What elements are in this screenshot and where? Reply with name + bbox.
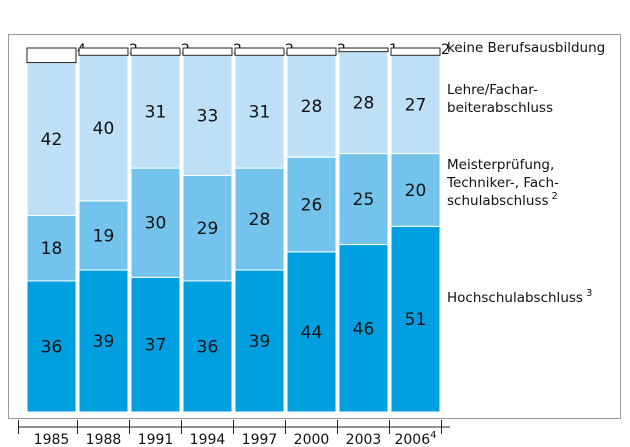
bar-segment xyxy=(338,51,389,155)
value-label: 26 xyxy=(301,196,323,216)
value-label: 31 xyxy=(249,103,271,123)
x-tick-text: 2003 xyxy=(346,432,382,447)
value-label: 31 xyxy=(145,103,167,123)
x-tick-label: 1997 xyxy=(242,432,278,447)
bar-segment xyxy=(390,47,441,56)
bar-segment xyxy=(234,269,285,413)
bar-segment xyxy=(234,167,285,271)
legend-label: beiterabschluss xyxy=(447,100,553,116)
bar-segment xyxy=(390,225,441,413)
legend-label: Lehre/Fachar- xyxy=(447,82,538,98)
bar-segment xyxy=(286,251,337,413)
value-label: 28 xyxy=(249,210,271,230)
value-label: 40 xyxy=(93,119,115,139)
x-tick-text: 2006 xyxy=(394,432,430,447)
x-tick-text: 1994 xyxy=(190,432,226,447)
legend-label: Techniker-, Fach- xyxy=(446,175,559,191)
legend-label: schulabschluss 2 xyxy=(447,191,558,210)
bar-segment xyxy=(78,47,129,56)
bar-segment xyxy=(390,54,441,155)
value-label: 29 xyxy=(197,219,219,239)
bar-segment xyxy=(26,280,77,413)
x-tick-text: 1985 xyxy=(34,432,70,447)
x-tick-label: 2000 xyxy=(294,432,330,447)
bar-segment xyxy=(26,62,77,216)
x-tick-text: 1988 xyxy=(86,432,122,447)
bar-segment xyxy=(182,280,233,413)
bar-segment xyxy=(338,47,389,53)
bar-segment xyxy=(182,47,233,56)
value-label: 39 xyxy=(93,332,115,352)
legend-label: keine Berufsausbildung xyxy=(447,40,605,56)
bar-segment xyxy=(78,269,129,413)
bar-segment xyxy=(390,153,441,227)
legend-note: 3 xyxy=(586,288,592,299)
legend-text: beiterabschluss xyxy=(447,100,553,116)
legend-note: 2 xyxy=(552,191,558,202)
bar-segment xyxy=(78,54,129,202)
value-label: 36 xyxy=(41,337,63,357)
value-label: 44 xyxy=(301,323,323,343)
value-label: 25 xyxy=(353,190,375,210)
value-label: 18 xyxy=(41,239,63,259)
value-label: 30 xyxy=(145,214,167,234)
bar-segment xyxy=(338,244,389,413)
x-tick-label: 20064 xyxy=(394,430,436,447)
bar-segment xyxy=(286,156,337,253)
bar-segment xyxy=(130,47,181,56)
chart-frame xyxy=(8,34,621,419)
bar-segment xyxy=(234,47,285,56)
value-label: 27 xyxy=(405,95,427,115)
value-label: 36 xyxy=(197,337,219,357)
bar-segment xyxy=(182,174,233,282)
legend-text: Meisterprüfung, xyxy=(447,157,554,173)
value-label: 2 xyxy=(441,42,450,58)
value-label: 19 xyxy=(93,226,115,246)
value-label: 28 xyxy=(301,97,323,117)
bar-segment xyxy=(286,47,337,56)
value-label: 46 xyxy=(353,319,375,339)
value-label: 51 xyxy=(405,310,427,330)
value-label: 33 xyxy=(197,106,219,126)
value-label: 37 xyxy=(145,336,167,356)
x-tick-text: 1991 xyxy=(138,432,174,447)
x-tick-label: 2003 xyxy=(346,432,382,447)
x-tick-label: 1985 xyxy=(34,432,70,447)
legend-text: schulabschluss xyxy=(447,193,549,209)
x-tick-text: 2000 xyxy=(294,432,330,447)
bar-segment xyxy=(26,214,77,282)
legend-text: Hochschulabschluss xyxy=(447,290,583,306)
bar-segment xyxy=(182,54,233,176)
x-tick-label: 1991 xyxy=(138,432,174,447)
bar-segment xyxy=(26,47,77,64)
value-label: 42 xyxy=(41,130,63,150)
bar-segment xyxy=(286,54,337,158)
value-label: 28 xyxy=(353,94,375,114)
bar-segment xyxy=(130,167,181,278)
bar-segment xyxy=(130,276,181,413)
x-tick-label: 1994 xyxy=(190,432,226,447)
x-tick-text: 1997 xyxy=(242,432,278,447)
x-tick-label: 1988 xyxy=(86,432,122,447)
legend-label: Hochschulabschluss 3 xyxy=(447,288,592,307)
value-label: 39 xyxy=(249,332,271,352)
value-label: 20 xyxy=(405,181,427,201)
legend-label: Meisterprüfung, xyxy=(447,157,554,173)
bar-segment xyxy=(78,200,129,271)
bar-segment xyxy=(234,54,285,169)
bar-segment xyxy=(338,153,389,246)
legend-text: Lehre/Fachar- xyxy=(447,82,538,98)
x-tick-note: 4 xyxy=(430,430,436,441)
legend-text: Techniker-, Fach- xyxy=(446,175,559,191)
legend-text: keine Berufsausbildung xyxy=(447,40,605,56)
